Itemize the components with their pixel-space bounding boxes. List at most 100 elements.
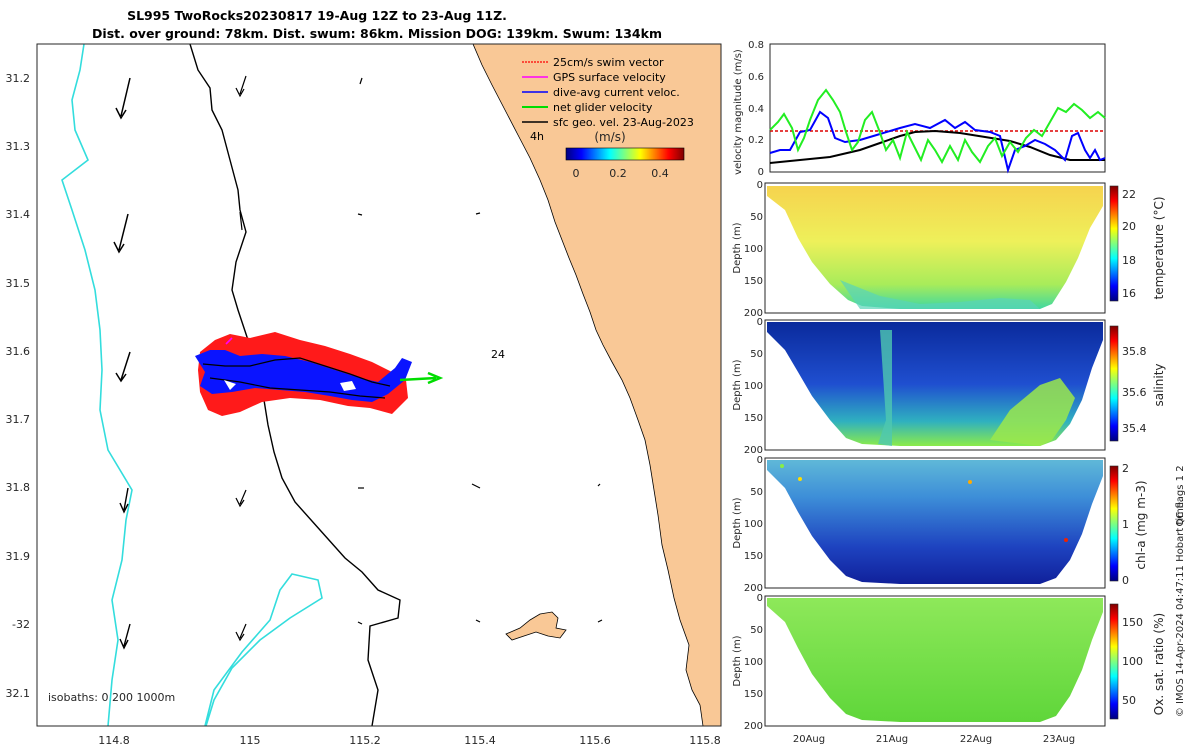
chla-panel: 2 1 0 chl-a (mg m-3) Depth (m) 0 50 100 … bbox=[732, 455, 1148, 594]
map-y-tick: 31.8 bbox=[6, 481, 31, 494]
legend-hours: 4h bbox=[530, 130, 544, 143]
temperature-ylabel: Depth (m) bbox=[732, 222, 743, 273]
isobaths-label: isobaths: 0 200 1000m bbox=[48, 691, 175, 704]
gps-surface-velocity bbox=[225, 337, 233, 345]
legend-gps: GPS surface velocity bbox=[553, 71, 666, 84]
velocity-y-tick: 0.2 bbox=[748, 135, 764, 146]
chla-cb-tick: 2 bbox=[1122, 462, 1129, 475]
map-y-tick: 31.7 bbox=[6, 413, 31, 426]
salinity-panel: 35.8 35.6 35.4 salinity Depth (m) 0 50 1… bbox=[732, 317, 1166, 456]
depth-tick: 0 bbox=[757, 593, 763, 604]
legend-swim: 25cm/s swim vector bbox=[553, 56, 664, 69]
qc-flags-label: QC flags 1 2 bbox=[1175, 465, 1186, 526]
map-frame bbox=[36, 43, 722, 727]
legend-net: net glider velocity bbox=[553, 101, 653, 114]
imos-footer: © IMOS 14-Apr-2024 04:47:11 Hobart time. bbox=[1175, 499, 1186, 717]
track-time-label: 24 bbox=[491, 348, 505, 361]
velocity-y-tick: 0.8 bbox=[748, 40, 764, 51]
map-y-tick: 32.1 bbox=[6, 687, 31, 700]
colorbar-title: (m/s) bbox=[594, 130, 625, 144]
depth-tick: 150 bbox=[744, 413, 763, 424]
velocity-panel: 0.8 0.6 0.4 0.2 0 velocity magnitude (m/… bbox=[733, 40, 1106, 178]
depth-tick: 100 bbox=[744, 381, 763, 392]
depth-tick: 150 bbox=[744, 689, 763, 700]
map-title-line1: SL995 TwoRocks20230817 19-Aug 12Z to 23-… bbox=[127, 8, 507, 23]
map-x-tick: 115.8 bbox=[689, 734, 721, 747]
temperature-cb-label: temperature (°C) bbox=[1152, 197, 1166, 300]
map-y-tick: 31.6 bbox=[6, 345, 31, 358]
temperature-section bbox=[767, 186, 1103, 309]
depth-tick: 100 bbox=[744, 244, 763, 255]
temperature-panel: 22 20 18 16 temperature (°C) Depth (m) 0… bbox=[732, 180, 1166, 319]
glider-track-line bbox=[202, 357, 391, 399]
depth-tick: 50 bbox=[750, 625, 763, 636]
velocity-ylabel: velocity magnitude (m/s) bbox=[733, 49, 744, 175]
temperature-cb-tick: 20 bbox=[1122, 220, 1136, 233]
oxygen-ylabel: Depth (m) bbox=[732, 635, 743, 686]
salinity-cb-tick: 35.4 bbox=[1122, 422, 1147, 435]
map-x-tick: 114.8 bbox=[98, 734, 130, 747]
depth-tick: 50 bbox=[750, 487, 763, 498]
time-tick: 20Aug bbox=[793, 734, 825, 745]
velocity-y-tick: 0 bbox=[758, 167, 764, 178]
depth-tick: 150 bbox=[744, 551, 763, 562]
chla-section bbox=[767, 460, 1103, 584]
depth-tick: 0 bbox=[757, 317, 763, 328]
map-y-tick: 31.5 bbox=[6, 277, 31, 290]
map-y-tick: 31.9 bbox=[6, 550, 31, 563]
legend-geo: sfc geo. vel. 23-Aug-2023 bbox=[553, 116, 694, 129]
depth-tick: 200 bbox=[744, 583, 763, 594]
velocity-y-tick: 0.6 bbox=[748, 72, 764, 83]
depth-tick: 50 bbox=[750, 349, 763, 360]
chla-cb-label: chl-a (mg m-3) bbox=[1134, 480, 1148, 569]
oxygen-section bbox=[767, 598, 1103, 722]
salinity-cb-tick: 35.6 bbox=[1122, 386, 1147, 399]
land-area bbox=[472, 44, 721, 726]
velocity-axes bbox=[769, 43, 1106, 173]
oxygen-cb-tick: 100 bbox=[1122, 655, 1143, 668]
oxygen-panel: 150 100 50 Ox. sat. ratio (%) Depth (m) … bbox=[732, 593, 1166, 732]
depth-tick: 200 bbox=[744, 721, 763, 732]
depth-tick: 200 bbox=[744, 308, 763, 319]
map-y-tick: 31.3 bbox=[6, 140, 31, 153]
map-y-axis: 31.2 31.3 31.4 31.5 31.6 31.7 31.8 31.9 … bbox=[6, 72, 31, 700]
oxygen-cb-tick: 50 bbox=[1122, 694, 1136, 707]
chla-colorbar bbox=[1109, 465, 1119, 582]
isobath-1000m bbox=[61, 44, 323, 726]
salinity-cb-label: salinity bbox=[1152, 363, 1166, 406]
time-tick: 22Aug bbox=[960, 734, 992, 745]
map-x-tick: 115.4 bbox=[464, 734, 496, 747]
current-speed-line bbox=[769, 110, 1106, 174]
map-y-tick: 31.2 bbox=[6, 72, 31, 85]
map-x-tick: 115 bbox=[240, 734, 261, 747]
depth-tick: 50 bbox=[750, 212, 763, 223]
map-x-tick: 115.6 bbox=[579, 734, 611, 747]
geostrophic-speed-line bbox=[769, 129, 1105, 164]
map-title-line2: Dist. over ground: 78km. Dist. swum: 86k… bbox=[92, 26, 662, 41]
depth-tick: 100 bbox=[744, 657, 763, 668]
dive-avg-current-track bbox=[195, 350, 412, 402]
map-legend: 25cm/s swim vector GPS surface velocity … bbox=[522, 56, 694, 180]
map-y-tick: -32 bbox=[12, 618, 30, 631]
velocity-y-tick: 0.4 bbox=[748, 104, 764, 115]
oxygen-colorbar bbox=[1109, 603, 1119, 720]
map-x-tick: 115.2 bbox=[349, 734, 381, 747]
time-tick: 21Aug bbox=[876, 734, 908, 745]
temperature-cb-tick: 22 bbox=[1122, 188, 1136, 201]
geostrophic-vectors bbox=[113, 75, 603, 650]
temperature-cb-tick: 16 bbox=[1122, 287, 1136, 300]
map-panel: 24 114.8 115 115.2 115.4 115.6 115.8 31.… bbox=[6, 43, 722, 747]
temperature-cb-tick: 18 bbox=[1122, 254, 1136, 267]
time-tick: 23Aug bbox=[1043, 734, 1075, 745]
colorbar-tick: 0.2 bbox=[609, 167, 627, 180]
net-glider-velocity-arrow bbox=[399, 371, 444, 385]
speed-colorbar bbox=[565, 147, 685, 161]
depth-tick: 0 bbox=[757, 180, 763, 191]
colorbar-tick: 0.4 bbox=[651, 167, 669, 180]
salinity-colorbar bbox=[1109, 325, 1119, 442]
oxygen-cb-tick: 150 bbox=[1122, 616, 1143, 629]
salinity-cb-tick: 35.8 bbox=[1122, 345, 1147, 358]
map-x-axis: 114.8 115 115.2 115.4 115.6 115.8 bbox=[98, 734, 721, 747]
colorbar-tick: 0 bbox=[573, 167, 580, 180]
time-axis: 20Aug 21Aug 22Aug 23Aug bbox=[793, 734, 1075, 745]
